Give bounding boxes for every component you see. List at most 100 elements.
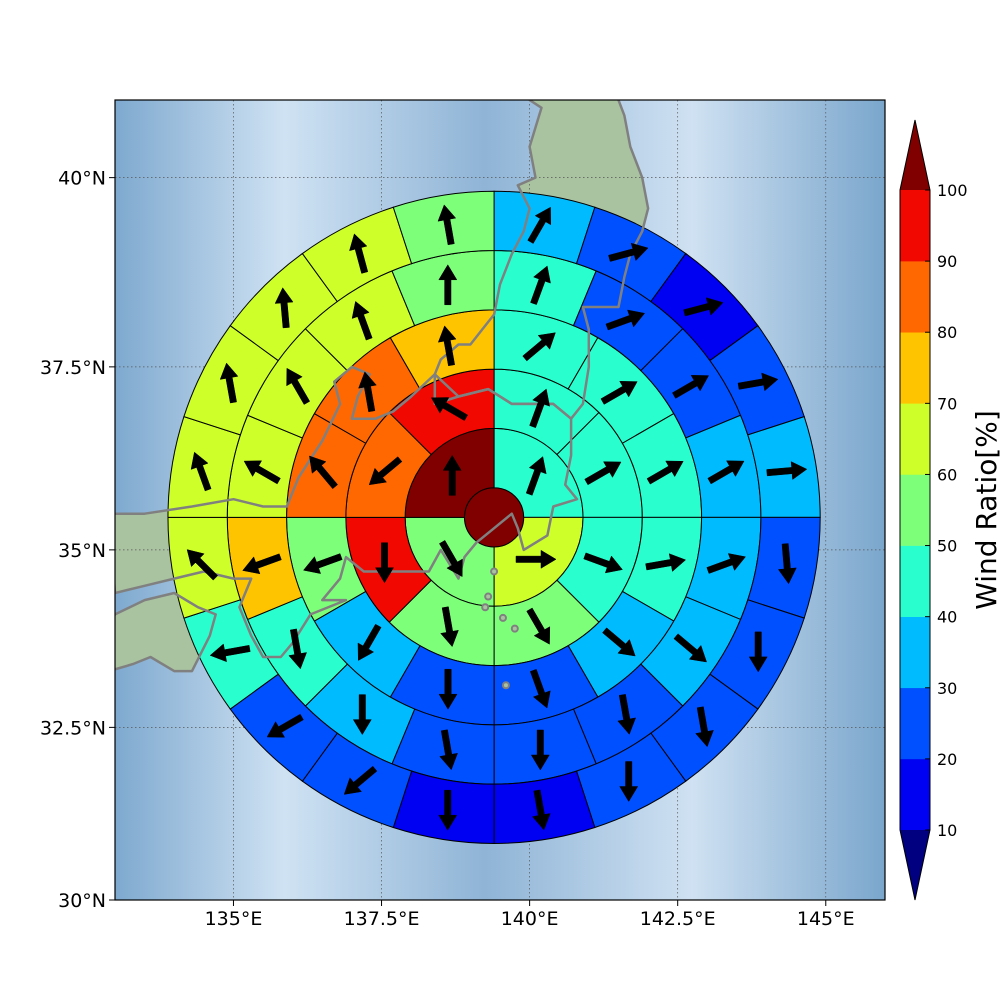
x-tick-label-2: 140°E [501,908,559,930]
arrow-r2-s8 [303,553,343,574]
arrow-r3-s6 [617,694,636,735]
colorbar-band-2 [900,616,930,689]
arrow-r4-s5 [777,543,797,585]
arrow-r1-s2 [583,552,623,574]
arrow-r4-s4 [766,461,808,480]
colorbar-tick-label-0: 10 [937,821,957,840]
arrow-r4-s11 [343,765,378,795]
colorbar-tick-label-6: 70 [937,394,957,413]
arrow-r1-s1 [584,461,622,486]
arrow-r4-s12 [266,713,304,738]
arrow-r0-s0 [525,456,547,496]
arrow-r2-s2 [646,460,684,485]
arrow-r3-s13 [286,367,311,405]
y-tick-label-4: 40°N [58,168,106,190]
island-0 [490,567,499,576]
arrow-r4-s8 [619,761,639,802]
island-3 [498,613,507,622]
arrow-r1-s5 [375,542,394,584]
island-2 [481,603,490,612]
arrow-r4-s7 [695,706,714,748]
x-tick-label-4: 145°E [797,908,855,930]
arrow-r4-s17 [274,287,294,329]
arrow-r3-s14 [351,300,373,341]
arrow-r3-s9 [352,694,372,736]
arrow-r1-s7 [430,397,468,421]
arrow-r3-s8 [439,729,458,771]
arrow-r2-s5 [529,668,551,709]
arrow-r2-s0 [522,332,556,362]
y-tick-label-0: 30°N [58,890,106,912]
colorbar-tick-label-9: 100 [937,181,968,200]
arrow-r2-s6 [438,668,458,710]
colorbar-band-6 [900,332,930,404]
y-tick-label-2: 35°N [58,540,106,562]
map-frame [114,99,886,901]
x-tick-label-1: 137.5°E [344,908,420,930]
arrow-r4-s1 [608,242,649,262]
y-axis: 30°N 32.5°N 35°N 37.5°N 40°N [40,168,115,912]
colorbar-tick-label-4: 50 [937,537,957,556]
arrow-r3-s0 [530,265,551,305]
sector-r4-s19 [392,190,495,265]
arrow-r4-s19 [437,204,457,246]
colorbar-tick-label-8: 90 [937,252,957,271]
colorbar-band-8 [900,190,930,262]
colorbar-band-7 [900,261,930,333]
arrow-r0-s3 [442,454,462,496]
island-4 [510,624,519,633]
arrow-r4-s15 [190,451,212,492]
arrow-r3-s12 [243,460,281,485]
arrow-r2-s1 [600,381,638,405]
colorbar-band-3 [900,545,930,617]
sector-layer [167,190,821,844]
colorbar-extend-min [900,830,930,900]
arrow-r0-s2 [439,540,463,578]
y-tick-label-1: 32.5°N [40,717,106,739]
arrow-r2-s11 [437,325,457,367]
colorbar-band-5 [900,403,930,475]
colorbar-tick-label-2: 30 [937,679,957,698]
land-shikoku-coast [115,591,217,673]
arrow-r1-s3 [526,607,551,645]
arrow-r3-s11 [242,553,282,575]
arrow-r4-s2 [683,297,724,317]
arrow-r4-s9 [532,789,551,831]
arrow-r3-s15 [438,264,458,306]
arrow-r3-s3 [707,460,745,485]
arrow-r2-s10 [358,371,377,413]
y-tick-label-3: 37.5°N [40,357,106,379]
arrow-r4-s0 [527,206,551,244]
colorbar-title: Wind Ratio[%] [970,410,1000,610]
x-axis: 135°E 137.5°E 140°E 142.5°E 145°E [205,900,855,930]
island-1 [484,592,493,601]
colorbar: 10 20 30 40 50 60 70 80 90 100 Wind Ratio[%] [899,119,1000,901]
island-5 [501,681,510,690]
arrow-r2-s3 [645,553,687,572]
colorbar-tick-label-7: 80 [937,323,957,342]
arrow-r2-s7 [357,623,382,661]
colorbar-band-4 [900,474,930,546]
coastline-overlay [115,100,650,690]
arrow-r3-s2 [672,375,710,399]
arrow-r2-s9 [309,455,338,490]
arrow-r4-s6 [748,631,768,673]
arrow-r3-s1 [605,309,646,331]
colorbar-band-1 [900,687,930,760]
arrow-r4-s16 [219,362,239,404]
arrow-r3-s10 [288,628,307,670]
x-tick-label-3: 142.5°E [640,908,716,930]
arrow-r1-s6 [368,456,403,486]
arrow-r4-s13 [209,643,251,663]
arrow-r4-s10 [438,789,458,831]
arrow-r4-s18 [349,233,369,274]
land-kanto-chubu-coast [115,365,579,659]
arrow-r4-s14 [186,549,219,581]
colorbar-tick-label-5: 60 [937,465,957,484]
arrow-r1-s4 [440,606,459,648]
arrow-r3-s5 [673,633,707,663]
arrow-r1-s0 [529,388,550,429]
colorbar-tick-label-3: 40 [937,608,957,627]
colorbar-tick-label-1: 20 [937,750,957,769]
